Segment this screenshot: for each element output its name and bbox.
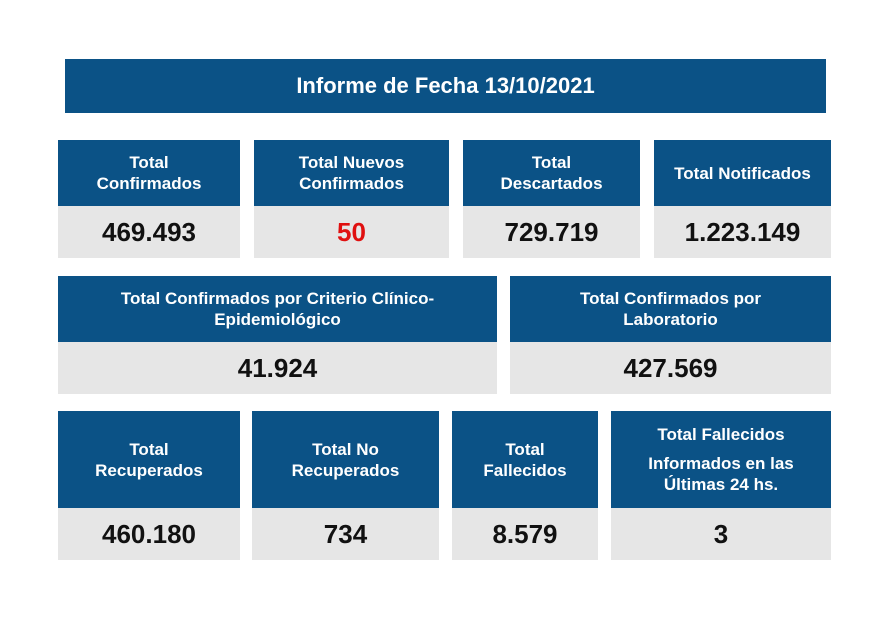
card-total-notificados: Total Notificados 1.223.149 [654,140,831,258]
report-title: Informe de Fecha 13/10/2021 [65,59,826,113]
card-value: 50 [254,206,449,258]
card-value: 1.223.149 [654,206,831,258]
card-value: 8.579 [452,508,598,560]
card-label: Total Recuperados [58,411,240,508]
card-label-subtitle: Informados en las Últimas 24 hs. [648,454,794,494]
card-value: 41.924 [58,342,497,394]
card-label: Total Confirmados [58,140,240,206]
card-total-fallecidos: Total Fallecidos 8.579 [452,411,598,560]
card-total-no-recuperados: Total No Recuperados 734 [252,411,439,560]
card-value: 469.493 [58,206,240,258]
card-label: Total Confirmados por Laboratorio [510,276,831,342]
card-value: 729.719 [463,206,640,258]
card-total-confirmados: Total Confirmados 469.493 [58,140,240,258]
card-label: Total Fallecidos Informados en las Última… [611,411,831,508]
card-confirmados-laboratorio: Total Confirmados por Laboratorio 427.569 [510,276,831,394]
card-confirmados-criterio-clinico: Total Confirmados por Criterio Clínico- E… [58,276,497,394]
card-label: Total Descartados [463,140,640,206]
card-fallecidos-ultimas-24hs: Total Fallecidos Informados en las Última… [611,411,831,560]
card-label: Total Confirmados por Criterio Clínico- E… [58,276,497,342]
card-value: 3 [611,508,831,560]
card-label: Total No Recuperados [252,411,439,508]
card-value: 427.569 [510,342,831,394]
card-label: Total Notificados [654,140,831,206]
card-label-title: Total Fallecidos [657,425,785,444]
card-label: Total Nuevos Confirmados [254,140,449,206]
card-label: Total Fallecidos [452,411,598,508]
card-total-recuperados: Total Recuperados 460.180 [58,411,240,560]
card-value: 734 [252,508,439,560]
card-total-nuevos-confirmados: Total Nuevos Confirmados 50 [254,140,449,258]
card-value: 460.180 [58,508,240,560]
card-total-descartados: Total Descartados 729.719 [463,140,640,258]
